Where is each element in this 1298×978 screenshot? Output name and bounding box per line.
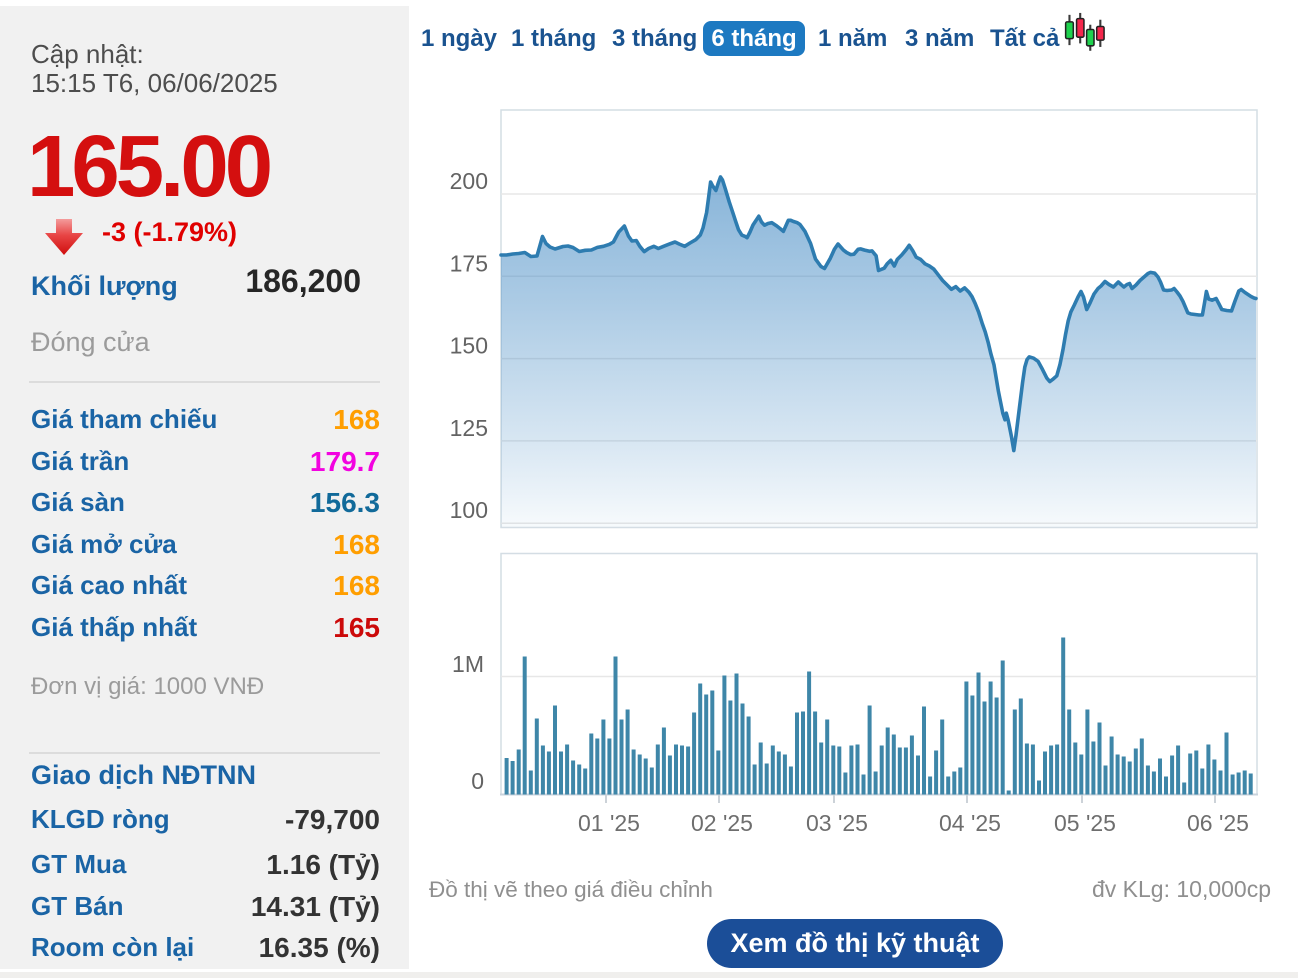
- svg-text:150: 150: [450, 333, 488, 359]
- svg-text:200: 200: [450, 168, 488, 194]
- svg-text:đv KLg: 10,000cp: đv KLg: 10,000cp: [1092, 876, 1271, 902]
- svg-text:03 '25: 03 '25: [806, 810, 868, 836]
- svg-text:06 '25: 06 '25: [1187, 810, 1249, 836]
- svg-text:125: 125: [450, 415, 488, 441]
- svg-text:100: 100: [450, 497, 488, 523]
- svg-text:02 '25: 02 '25: [691, 810, 753, 836]
- svg-text:1M: 1M: [452, 651, 484, 677]
- svg-text:04 '25: 04 '25: [939, 810, 1001, 836]
- svg-text:05 '25: 05 '25: [1054, 810, 1116, 836]
- svg-text:01 '25: 01 '25: [578, 810, 640, 836]
- svg-text:175: 175: [450, 250, 488, 276]
- svg-text:0: 0: [471, 768, 484, 794]
- svg-text:Đồ thị vẽ theo giá điều chỉnh: Đồ thị vẽ theo giá điều chỉnh: [429, 877, 713, 902]
